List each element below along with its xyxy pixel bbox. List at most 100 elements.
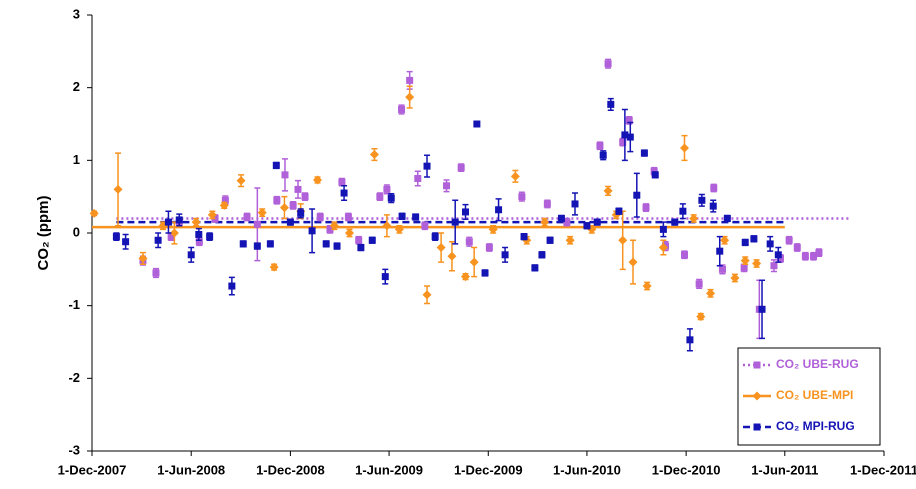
data-point: [604, 60, 612, 68]
y-tick-label: 2: [73, 79, 80, 94]
data-point: [207, 210, 217, 220]
data-point: [618, 235, 628, 245]
data-point: [206, 233, 214, 241]
data-point: [538, 251, 546, 259]
data-point: [689, 213, 699, 223]
data-point: [152, 269, 160, 277]
data-point: [696, 312, 706, 322]
data-point: [443, 182, 451, 190]
data-point: [651, 171, 659, 179]
data-point: [383, 185, 391, 193]
data-point: [266, 240, 274, 248]
data-point: [801, 252, 809, 260]
data-point: [436, 243, 446, 253]
y-tick-label: 3: [73, 6, 80, 21]
data-point: [571, 200, 579, 208]
data-point: [626, 133, 634, 141]
data-point: [382, 221, 392, 231]
data-point: [89, 208, 99, 218]
data-point: [423, 162, 431, 170]
data-point: [469, 257, 479, 267]
data-point: [709, 202, 717, 210]
data-point: [167, 233, 175, 241]
data-point: [720, 235, 730, 245]
data-point: [642, 204, 650, 212]
legend-label: CO₂ UBE-RUG: [776, 357, 859, 371]
data-point: [628, 257, 638, 267]
data-point: [369, 150, 379, 160]
data-point: [815, 249, 823, 257]
data-point: [695, 280, 703, 288]
data-point: [340, 189, 348, 197]
data-point: [138, 253, 148, 263]
data-point: [750, 235, 758, 243]
data-point: [723, 214, 731, 222]
data-point: [607, 100, 615, 108]
data-point: [405, 92, 415, 102]
data-point: [615, 207, 623, 215]
data-point: [281, 171, 289, 179]
data-point: [495, 206, 503, 214]
data-point: [706, 288, 716, 298]
data-point: [774, 251, 782, 259]
data-point: [546, 236, 554, 244]
legend-marker: [753, 423, 761, 431]
x-tick-label: 1-Jun-2009: [355, 462, 423, 477]
y-axis-label: CO₂ (ppm): [35, 196, 52, 271]
data-point: [239, 240, 247, 248]
data-point: [758, 305, 766, 313]
data-point: [710, 184, 718, 192]
data-point: [447, 251, 457, 261]
data-point: [485, 244, 493, 252]
data-point: [462, 208, 470, 216]
data-point: [633, 191, 641, 199]
data-point: [253, 220, 261, 228]
data-point: [236, 176, 246, 186]
data-point: [619, 138, 627, 146]
data-point: [219, 200, 229, 210]
data-point: [338, 178, 346, 186]
y-tick-label: 1: [73, 152, 80, 167]
y-tick-label: -3: [68, 442, 80, 457]
data-point: [344, 228, 354, 238]
data-point: [257, 208, 267, 218]
data-point: [326, 225, 334, 233]
data-point: [520, 233, 528, 241]
data-point: [301, 193, 309, 201]
data-point: [286, 218, 294, 226]
data-point: [308, 227, 316, 235]
x-tick-label: 1-Dec-2009: [454, 462, 523, 477]
data-point: [322, 240, 330, 248]
data-point: [421, 222, 429, 230]
data-point: [221, 196, 229, 204]
data-point: [766, 240, 774, 248]
data-point: [510, 171, 520, 181]
data-point: [770, 262, 778, 270]
x-tick-label: 1-Jun-2011: [751, 462, 818, 477]
data-point: [195, 230, 203, 238]
data-point: [640, 149, 648, 157]
data-point: [279, 203, 289, 213]
data-point: [599, 151, 607, 159]
data-point: [294, 185, 302, 193]
data-point: [406, 76, 414, 84]
legend-marker: [753, 361, 761, 369]
data-point: [313, 175, 323, 185]
x-tick-label: 1-Dec-2008: [256, 462, 325, 477]
data-point: [473, 120, 481, 128]
data-point: [175, 216, 183, 224]
data-point: [381, 273, 389, 281]
data-point: [740, 256, 750, 266]
legend-label: CO₂ UBE-MPI: [776, 388, 853, 402]
data-point: [718, 265, 726, 273]
x-tick-label: 1-Dec-2011: [850, 462, 916, 477]
legend-label: CO₂ MPI-RUG: [776, 419, 855, 433]
data-point: [752, 259, 762, 269]
data-point: [113, 184, 123, 194]
data-point: [540, 217, 550, 227]
data-point: [543, 200, 551, 208]
data-point: [698, 196, 706, 204]
data-point: [642, 281, 652, 291]
data-point: [269, 262, 279, 272]
